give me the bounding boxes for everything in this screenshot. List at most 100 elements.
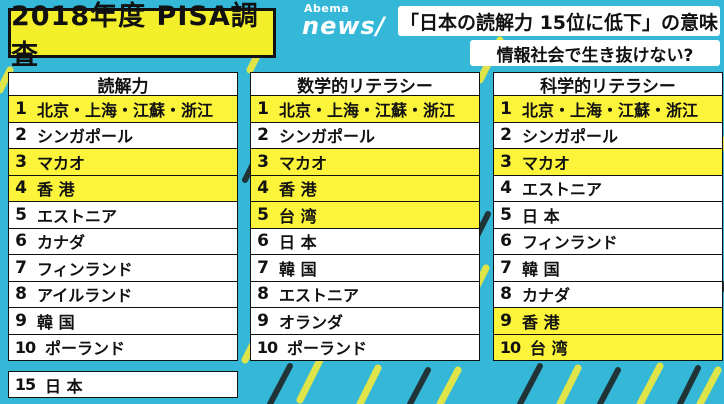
ranking-row: 10 ポーランド bbox=[250, 334, 480, 361]
country-name: 台 湾 bbox=[530, 339, 568, 359]
ranking-row: 2 シンガポール bbox=[493, 122, 723, 149]
country-name: 日 本 bbox=[279, 233, 317, 253]
rank-number: 6 bbox=[500, 231, 512, 252]
country-name: 北京・上海・江蘇・浙江 bbox=[279, 100, 456, 120]
rank-number: 7 bbox=[257, 257, 269, 278]
ranking-row: 7 フィンランド bbox=[8, 255, 238, 282]
abema-news-logo: Abema news/ bbox=[298, 2, 388, 40]
ranking-row: 5 台 湾 bbox=[250, 202, 480, 229]
country-name: エストニア bbox=[37, 206, 118, 226]
logo-news-text: news/ bbox=[302, 12, 386, 40]
ranking-row: 10 ポーランド bbox=[8, 334, 238, 361]
rank-number: 5 bbox=[500, 204, 512, 225]
country-name: カナダ bbox=[37, 233, 86, 253]
country-name: フィンランド bbox=[37, 259, 133, 279]
rank-number: 4 bbox=[500, 178, 512, 199]
ranking-row: 3 マカオ bbox=[8, 149, 238, 176]
country-name: 北京・上海・江蘇・浙江 bbox=[522, 100, 699, 120]
ranking-row: 1 北京・上海・江蘇・浙江 bbox=[493, 96, 723, 123]
country-name: 日 本 bbox=[522, 206, 560, 226]
ranking-row: 1 北京・上海・江蘇・浙江 bbox=[8, 96, 238, 123]
country-name: マカオ bbox=[522, 153, 571, 173]
country-name: フィンランド bbox=[522, 233, 618, 253]
country-name: エストニア bbox=[279, 286, 360, 306]
country-name: エストニア bbox=[522, 180, 603, 200]
ranking-row: 8 アイルランド bbox=[8, 281, 238, 308]
country-name: マカオ bbox=[37, 153, 86, 173]
country-name: 香 港 bbox=[37, 180, 75, 200]
country-name: 北京・上海・江蘇・浙江 bbox=[37, 100, 214, 120]
rank-number: 2 bbox=[500, 125, 512, 146]
country-name: 香 港 bbox=[279, 180, 317, 200]
ranking-science: 科学的リテラシー 1 北京・上海・江蘇・浙江 2 シンガポール 3 マカオ 4 エストニ… bbox=[493, 72, 723, 361]
country-name: アイルランド bbox=[37, 286, 133, 306]
ranking-row: 5 エストニア bbox=[8, 202, 238, 229]
ranking-row: 10 台 湾 bbox=[493, 334, 723, 361]
rank-number: 2 bbox=[15, 125, 27, 146]
ranking-row: 9 香 港 bbox=[493, 308, 723, 335]
rank-number: 1 bbox=[15, 98, 27, 119]
rank-number: 9 bbox=[257, 310, 269, 331]
page-title: 2018年度 PISA調査 bbox=[8, 1, 276, 71]
country-name: マカオ bbox=[279, 153, 328, 173]
country-name: 日 本 bbox=[45, 376, 83, 396]
country-name: 台 湾 bbox=[279, 206, 317, 226]
ranking-row: 6 カナダ bbox=[8, 228, 238, 255]
rank-number: 8 bbox=[500, 284, 512, 305]
ranking-row: 3 マカオ bbox=[493, 149, 723, 176]
ranking-header: 読解力 bbox=[8, 72, 238, 97]
ranking-row: 7 韓 国 bbox=[250, 255, 480, 282]
rank-number: 4 bbox=[15, 178, 27, 199]
country-name: 韓 国 bbox=[37, 312, 75, 332]
ranking-row: 2 シンガポール bbox=[8, 122, 238, 149]
rank-number: 7 bbox=[15, 257, 27, 278]
country-name: シンガポール bbox=[522, 127, 619, 147]
rank-number: 6 bbox=[15, 231, 27, 252]
ranking-row: 3 マカオ bbox=[250, 149, 480, 176]
country-name: シンガポール bbox=[37, 127, 134, 147]
ranking-row: 6 日 本 bbox=[250, 228, 480, 255]
japan-reading-rank-row: 15 日 本 bbox=[8, 371, 238, 398]
ranking-row: 9 オランダ bbox=[250, 308, 480, 335]
ranking-row: 1 北京・上海・江蘇・浙江 bbox=[250, 96, 480, 123]
country-name: ポーランド bbox=[287, 339, 368, 359]
rank-number: 8 bbox=[15, 284, 27, 305]
ranking-row: 6 フィンランド bbox=[493, 228, 723, 255]
rank-number: 15 bbox=[14, 375, 36, 394]
ranking-reading: 読解力 1 北京・上海・江蘇・浙江 2 シンガポール 3 マカオ 4 香 港 5 エストニ… bbox=[8, 72, 238, 361]
rank-number: 5 bbox=[257, 204, 269, 225]
ranking-header: 科学的リテラシー bbox=[493, 72, 723, 97]
rank-number: 4 bbox=[257, 178, 269, 199]
ranking-row: 7 韓 国 bbox=[493, 255, 723, 282]
ranking-row: 9 韓 国 bbox=[8, 308, 238, 335]
country-name: ポーランド bbox=[45, 339, 126, 359]
headline-banner: 「日本の読解力 15位に低下」の意味 bbox=[398, 6, 720, 36]
country-name: カナダ bbox=[522, 286, 571, 306]
rank-number: 9 bbox=[15, 310, 27, 331]
rank-number: 3 bbox=[257, 151, 269, 172]
rank-number: 10 bbox=[499, 337, 521, 357]
rank-number: 2 bbox=[257, 125, 269, 146]
rank-number: 9 bbox=[500, 310, 512, 331]
country-name: 韓 国 bbox=[279, 259, 317, 279]
logo-abema-text: Abema bbox=[304, 2, 350, 15]
country-name: オランダ bbox=[279, 312, 344, 332]
ranking-row: 5 日 本 bbox=[493, 202, 723, 229]
country-name: 韓 国 bbox=[522, 259, 560, 279]
ranking-row: 8 エストニア bbox=[250, 281, 480, 308]
rank-number: 10 bbox=[14, 337, 36, 357]
subheadline-banner: 情報社会で生き抜けない? bbox=[470, 40, 720, 66]
rank-number: 3 bbox=[15, 151, 27, 172]
rank-number: 8 bbox=[257, 284, 269, 305]
ranking-row: 2 シンガポール bbox=[250, 122, 480, 149]
rank-number: 10 bbox=[256, 337, 278, 357]
rank-number: 5 bbox=[15, 204, 27, 225]
ranking-row: 4 エストニア bbox=[493, 175, 723, 202]
rank-number: 1 bbox=[257, 98, 269, 119]
rank-number: 3 bbox=[500, 151, 512, 172]
rank-number: 1 bbox=[500, 98, 512, 119]
country-name: 香 港 bbox=[522, 312, 560, 332]
ranking-header: 数学的リテラシー bbox=[250, 72, 480, 97]
country-name: シンガポール bbox=[279, 127, 376, 147]
